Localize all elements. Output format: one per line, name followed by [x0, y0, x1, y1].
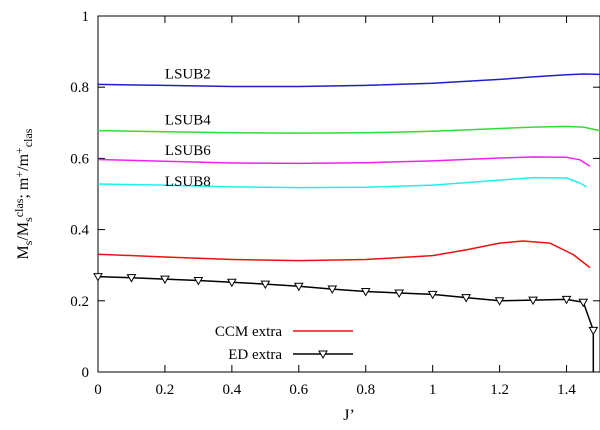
data-point	[126, 274, 137, 283]
y-tick-label: 1	[82, 9, 90, 25]
y-axis-label-part: s	[21, 217, 35, 222]
data-point	[561, 295, 572, 305]
legend-label-ccm-extra: CCM extra	[215, 324, 282, 340]
x-tick-label: 0.6	[289, 382, 308, 398]
data-point	[260, 280, 271, 290]
data-point	[360, 288, 371, 297]
curve-label-lsub8: LSUB8	[165, 174, 211, 190]
curve-labels: LSUB2 LSUB4 LSUB6 LSUB8	[165, 66, 211, 190]
y-axis-label-part: clas	[12, 198, 26, 217]
y-tick-label: 0.4	[70, 223, 89, 239]
y-axis-label-part: M	[15, 245, 32, 259]
x-tick-label: 0	[94, 382, 102, 398]
y-axis-label-part: +	[12, 147, 26, 154]
data-point	[578, 298, 589, 308]
data-point	[293, 282, 304, 292]
x-tick-label: 1.4	[557, 382, 576, 398]
data-point	[193, 277, 204, 286]
data-point	[588, 326, 599, 336]
y-tick-label: 0.6	[70, 151, 89, 167]
y-axis-label: Ms/Msclas; m+/m+clas	[12, 128, 35, 259]
series-line-ed-extra	[97, 275, 595, 331]
series-line-ccm-extra	[97, 240, 591, 269]
plot-frame	[97, 15, 600, 373]
x-tick-label: 1.2	[490, 382, 509, 398]
x-axis-label: J’	[343, 407, 355, 424]
curve-label-lsub4: LSUB4	[165, 113, 211, 129]
data-point	[93, 273, 103, 282]
data-point	[160, 275, 170, 285]
y-axis-label-part: /m	[15, 153, 32, 170]
x-tick-label: 0.8	[356, 382, 375, 398]
y-tick-label: 0	[82, 365, 90, 381]
data-point	[494, 297, 505, 306]
x-tick-label: 1	[429, 382, 437, 398]
curve-label-lsub6: LSUB6	[165, 143, 211, 159]
axis-ticks: 0 0.2 0.4 0.6 0.8 1 1.2 1.4 0 0.2 0.4 0.6 0.8 1	[70, 9, 600, 398]
y-axis-label-part: +	[12, 171, 26, 178]
y-axis-label-part: ; m	[15, 177, 32, 198]
data-point	[461, 294, 471, 303]
series-line-lsub8	[97, 176, 587, 189]
x-tick-label: 0.2	[156, 382, 175, 398]
series-line-lsub4	[97, 125, 600, 134]
series-line-lsub6	[97, 156, 591, 167]
y-axis-label-part: s	[21, 240, 35, 245]
y-axis-label-part: /M	[15, 222, 32, 241]
series-lines	[93, 73, 600, 372]
series-line-lsub2	[97, 73, 600, 88]
data-point	[528, 296, 538, 306]
legend-label-ed-extra: ED extra	[228, 347, 282, 363]
x-tick-label: 0.4	[222, 382, 241, 398]
data-point	[227, 278, 237, 288]
data-point	[327, 285, 338, 295]
y-tick-label: 0.8	[70, 80, 89, 96]
curve-label-lsub2: LSUB2	[165, 66, 211, 82]
legend: CCM extra ED extra	[215, 324, 353, 363]
data-point	[427, 290, 438, 300]
legend-marker-ed-extra	[318, 350, 328, 360]
data-point	[394, 289, 405, 298]
y-tick-label: 0.2	[70, 294, 89, 310]
y-axis-label-part: clas	[21, 128, 35, 147]
